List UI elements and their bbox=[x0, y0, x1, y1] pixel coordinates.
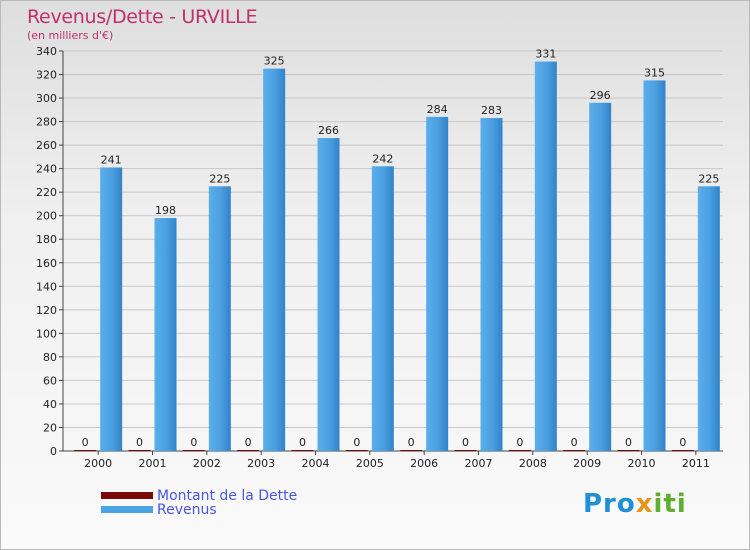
bar-revenus-2007 bbox=[480, 118, 503, 451]
x-tick-label: 2001 bbox=[139, 457, 167, 470]
legend-swatch-dette bbox=[101, 492, 153, 499]
bar-dette-2005 bbox=[345, 450, 368, 451]
x-tick-label: 2010 bbox=[628, 457, 656, 470]
x-tick-label: 2006 bbox=[410, 457, 438, 470]
data-label-revenus-2005: 242 bbox=[372, 152, 393, 165]
bar-revenus-2009 bbox=[589, 102, 612, 451]
y-tick-label: 40 bbox=[43, 398, 57, 411]
bar-revenus-2011 bbox=[697, 186, 720, 451]
y-tick-label: 280 bbox=[36, 116, 57, 129]
data-label-dette-2010: 0 bbox=[625, 436, 632, 449]
proxiti-logo: Proxiti bbox=[583, 489, 687, 519]
x-tick-label: 2003 bbox=[247, 457, 275, 470]
y-tick-label: 120 bbox=[36, 304, 57, 317]
legend-swatch-revenus bbox=[101, 506, 153, 513]
y-tick-label: 200 bbox=[36, 210, 57, 223]
bar-dette-2000 bbox=[74, 450, 97, 451]
bars bbox=[74, 61, 720, 452]
bar-revenus-2010 bbox=[643, 80, 666, 451]
data-label-revenus-2009: 296 bbox=[590, 89, 611, 102]
x-tick-label: 2004 bbox=[302, 457, 330, 470]
bar-revenus-2005 bbox=[371, 166, 394, 451]
bar-dette-2007 bbox=[454, 450, 477, 451]
data-label-dette-2011: 0 bbox=[679, 436, 686, 449]
x-tick-labels: 2000 2001 2002 2003 2004 2005 2006 2007 2008 2009… bbox=[84, 457, 710, 470]
x-tick-label: 2008 bbox=[519, 457, 547, 470]
data-label-dette-2007: 0 bbox=[462, 436, 469, 449]
y-tick-labels: 0 20 40 60 80 100 120 140 160 180 200 220 240 260 280 3… bbox=[36, 45, 57, 458]
bar-dette-2010 bbox=[617, 450, 640, 451]
y-tick-label: 320 bbox=[36, 69, 57, 82]
y-tick-label: 20 bbox=[43, 421, 57, 434]
bar-dette-2011 bbox=[671, 450, 694, 451]
data-label-revenus-2000: 241 bbox=[101, 153, 122, 166]
x-tick-label: 2011 bbox=[682, 457, 710, 470]
y-tick-label: 160 bbox=[36, 257, 57, 270]
y-tick-label: 220 bbox=[36, 186, 57, 199]
bar-dette-2002 bbox=[182, 450, 205, 451]
data-label-dette-2000: 0 bbox=[82, 436, 89, 449]
y-tick-label: 80 bbox=[43, 351, 57, 364]
y-tick-label: 140 bbox=[36, 280, 57, 293]
x-tick-label: 2007 bbox=[465, 457, 493, 470]
data-label-revenus-2011: 225 bbox=[698, 172, 719, 185]
data-label-revenus-2001: 198 bbox=[155, 204, 176, 217]
data-label-revenus-2007: 283 bbox=[481, 104, 502, 117]
data-label-dette-2008: 0 bbox=[516, 436, 523, 449]
chart-subtitle: (en milliers d'€) bbox=[27, 29, 114, 42]
data-label-dette-2009: 0 bbox=[571, 436, 578, 449]
bar-dette-2006 bbox=[400, 450, 423, 451]
y-tick-label: 340 bbox=[36, 45, 57, 58]
y-tick-label: 260 bbox=[36, 139, 57, 152]
data-label-dette-2003: 0 bbox=[245, 436, 252, 449]
bar-revenus-2003 bbox=[263, 68, 286, 451]
bar-revenus-2002 bbox=[208, 186, 231, 451]
data-label-revenus-2010: 315 bbox=[644, 66, 665, 79]
legend-label-dette: Montant de la Dette bbox=[157, 488, 298, 504]
bar-revenus-2000 bbox=[100, 167, 123, 451]
chart-title: Revenus/Dette - URVILLE bbox=[27, 6, 258, 28]
bar-revenus-2004 bbox=[317, 138, 340, 451]
x-tick-label: 2000 bbox=[84, 457, 112, 470]
data-label-revenus-2006: 284 bbox=[427, 103, 448, 116]
data-labels: 0 241 0 198 0 225 0 325 0 266 0 242 0 284 0 283 0 331 0 296… bbox=[82, 48, 720, 449]
x-tick-label: 2009 bbox=[573, 457, 601, 470]
data-label-dette-2001: 0 bbox=[136, 436, 143, 449]
data-label-revenus-2004: 266 bbox=[318, 124, 339, 137]
x-tick-label: 2002 bbox=[193, 457, 221, 470]
bar-dette-2008 bbox=[508, 450, 531, 451]
data-label-dette-2004: 0 bbox=[299, 436, 306, 449]
bar-revenus-2008 bbox=[534, 61, 557, 452]
x-tick-label: 2005 bbox=[356, 457, 384, 470]
legend-label-revenus: Revenus bbox=[157, 502, 217, 518]
bar-revenus-2001 bbox=[154, 218, 177, 451]
y-tick-label: 240 bbox=[36, 163, 57, 176]
bar-revenus-2006 bbox=[426, 116, 449, 451]
y-tick-label: 180 bbox=[36, 233, 57, 246]
bar-dette-2004 bbox=[291, 450, 314, 451]
bar-dette-2001 bbox=[128, 450, 151, 451]
y-tick-label: 60 bbox=[43, 374, 57, 387]
y-tick-label: 300 bbox=[36, 92, 57, 105]
y-tick-label: 100 bbox=[36, 327, 57, 340]
bar-dette-2009 bbox=[563, 450, 586, 451]
y-tick-label: 0 bbox=[50, 445, 57, 458]
data-label-dette-2002: 0 bbox=[190, 436, 197, 449]
data-label-revenus-2002: 225 bbox=[209, 172, 230, 185]
bar-dette-2003 bbox=[237, 450, 260, 451]
data-label-dette-2005: 0 bbox=[353, 436, 360, 449]
data-label-dette-2006: 0 bbox=[408, 436, 415, 449]
data-label-revenus-2003: 325 bbox=[264, 55, 285, 68]
data-label-revenus-2008: 331 bbox=[535, 48, 556, 61]
